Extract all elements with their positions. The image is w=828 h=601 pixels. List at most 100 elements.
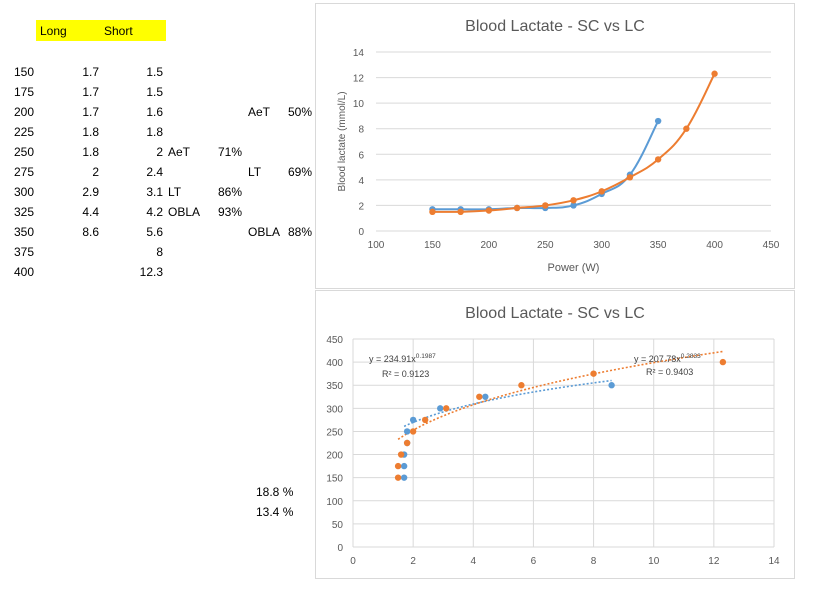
x-tick-label: 150 [424, 240, 441, 251]
row-long[interactable]: 1.7 [82, 85, 99, 99]
row-long[interactable]: 1.7 [82, 105, 99, 119]
y-tick-label: 0 [337, 543, 343, 554]
row-power[interactable]: 400 [14, 265, 35, 279]
row-power[interactable]: 225 [14, 125, 35, 139]
x-tick-label: 100 [368, 240, 385, 251]
bottom-pct[interactable]: 18.8 % [256, 485, 294, 499]
note-label[interactable]: LT [248, 165, 262, 179]
row-short[interactable]: 2 [156, 145, 163, 159]
data-point [403, 428, 411, 435]
x-tick-label: 14 [768, 556, 780, 567]
y-tick-label: 8 [358, 125, 364, 136]
row-long[interactable]: 4.4 [82, 205, 99, 219]
note-pct[interactable]: 93% [218, 205, 243, 219]
y-tick-label: 6 [358, 150, 364, 161]
row-power[interactable]: 150 [14, 65, 35, 79]
series-line [432, 73, 716, 213]
row-long[interactable]: 2 [92, 165, 99, 179]
row-long[interactable]: 1.8 [82, 125, 99, 139]
row-power[interactable]: 200 [14, 105, 35, 119]
note-pct[interactable]: 88% [288, 225, 313, 239]
row-long[interactable]: 8.6 [82, 225, 99, 239]
note-label[interactable]: LT [168, 185, 182, 199]
data-point [394, 474, 402, 481]
row-power[interactable]: 175 [14, 85, 35, 99]
note-label[interactable]: AeT [248, 105, 271, 119]
data-point [608, 382, 615, 389]
row-short[interactable]: 3.1 [146, 185, 163, 199]
row-power[interactable]: 300 [14, 185, 35, 199]
note-pct[interactable]: 86% [218, 185, 243, 199]
x-tick-label: 2 [410, 556, 416, 567]
row-power[interactable]: 275 [14, 165, 35, 179]
row-power[interactable]: 250 [14, 145, 35, 159]
y-tick-label: 450 [326, 335, 343, 346]
scatter-chart-svg: Blood Lactate - SC vs LC0501001502002503… [326, 305, 780, 567]
row-short[interactable]: 1.5 [146, 65, 163, 79]
row-power[interactable]: 350 [14, 225, 35, 239]
note-pct[interactable]: 71% [218, 145, 243, 159]
y-tick-label: 100 [326, 497, 343, 508]
note-label[interactable]: OBLA [248, 225, 281, 239]
row-power[interactable]: 375 [14, 245, 35, 259]
row-short[interactable]: 2.4 [146, 165, 163, 179]
scatter-chart[interactable]: Blood Lactate - SC vs LC 0 50 100 150 200 250 3… [315, 290, 795, 579]
data-point [482, 393, 489, 400]
y-tick-label: 250 [326, 427, 343, 438]
data-point [409, 428, 417, 435]
data-point [400, 462, 408, 470]
row-short[interactable]: 1.6 [146, 105, 163, 119]
chart-title: Blood Lactate - SC vs LC [465, 305, 645, 322]
data-point [437, 405, 444, 412]
row-short[interactable]: 1.5 [146, 85, 163, 99]
row-short[interactable]: 1.8 [146, 125, 163, 139]
bottom-pct[interactable]: 13.4 % [256, 505, 294, 519]
data-point [476, 393, 483, 400]
trendline [397, 350, 723, 440]
x-tick-label: 250 [537, 240, 554, 251]
data-point [683, 125, 690, 132]
x-tick-label: 6 [531, 556, 537, 567]
trendline-equation: y = 234.91x0.1987 [369, 353, 436, 364]
note-label[interactable]: OBLA [168, 205, 201, 219]
series-line [432, 120, 660, 211]
data-point [590, 370, 597, 377]
x-tick-label: 4 [471, 556, 477, 567]
header-short[interactable]: Short [104, 24, 133, 38]
row-long[interactable]: 1.8 [82, 145, 99, 159]
row-short[interactable]: 12.3 [139, 265, 163, 279]
y-tick-label: 4 [358, 176, 364, 187]
data-point [626, 174, 634, 181]
data-point [719, 358, 727, 366]
note-label[interactable]: AeT [168, 145, 191, 159]
row-power[interactable]: 325 [14, 205, 35, 219]
y-tick-label: 10 [353, 99, 365, 110]
line-chart[interactable]: Blood Lactate - SC vs LC 0 2 4 6 8 10 12 14 100 15… [315, 3, 795, 289]
trendline-r2: R² = 0.9403 [646, 367, 693, 377]
data-point [394, 462, 402, 470]
row-long[interactable]: 2.9 [82, 185, 99, 199]
note-pct[interactable]: 69% [288, 165, 313, 179]
x-tick-label: 10 [648, 556, 660, 567]
trendline-r2: R² = 0.9123 [382, 369, 429, 379]
y-tick-label: 2 [358, 201, 364, 212]
y-tick-label: 150 [326, 474, 343, 485]
y-tick-label: 300 [326, 404, 343, 415]
row-long[interactable]: 1.7 [82, 65, 99, 79]
data-point [513, 204, 521, 212]
y-tick-label: 200 [326, 451, 343, 462]
y-axis-label: Blood lactate (mmol/L) [337, 91, 348, 191]
row-short[interactable]: 5.6 [146, 225, 163, 239]
x-tick-label: 8 [591, 556, 597, 567]
note-pct[interactable]: 50% [288, 105, 313, 119]
row-short[interactable]: 8 [156, 245, 163, 259]
data-point [598, 188, 605, 195]
y-tick-label: 12 [353, 74, 365, 85]
header-long[interactable]: Long [40, 24, 67, 38]
data-point [403, 439, 411, 447]
row-short[interactable]: 4.2 [146, 205, 163, 219]
x-tick-label: 350 [650, 240, 667, 251]
x-tick-label: 0 [350, 556, 356, 567]
line-chart-svg: Blood Lactate - SC vs LC 0 2 4 6 8 10 12 14 100 15… [337, 18, 780, 274]
data-point [421, 416, 429, 424]
